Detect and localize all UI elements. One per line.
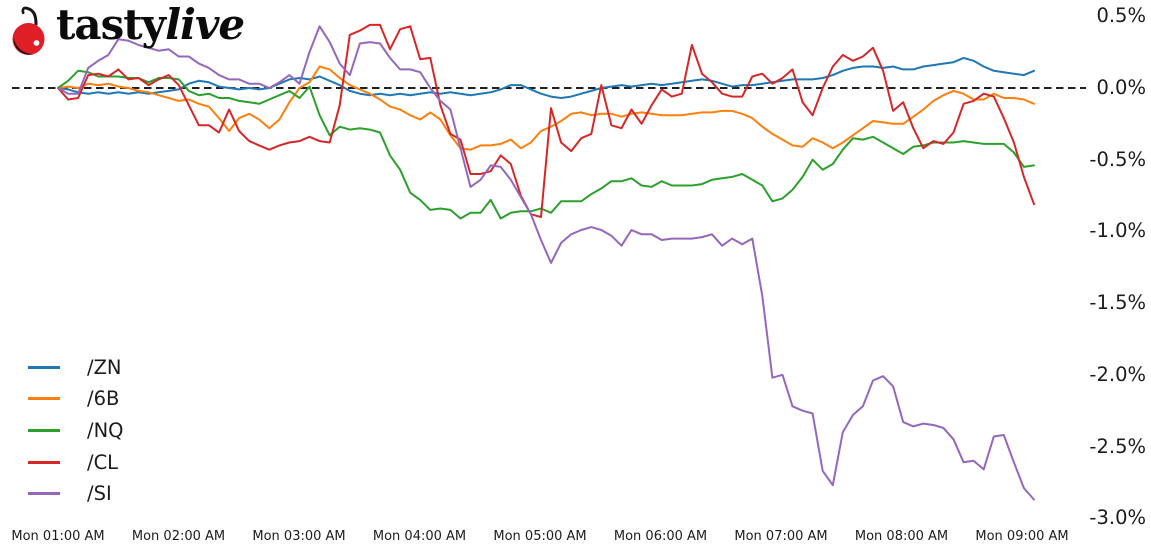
legend-line-swatch xyxy=(28,460,60,464)
logo-text-live: live xyxy=(165,0,245,49)
x-tick-label: Mon 05:00 AM xyxy=(493,529,587,544)
x-tick-label: Mon 07:00 AM xyxy=(734,529,828,544)
legend-label: /6B xyxy=(87,387,120,411)
x-tick-label: Mon 03:00 AM xyxy=(252,529,346,544)
logo-text: tastylive xyxy=(56,0,245,49)
x-tick-label: Mon 02:00 AM xyxy=(131,529,226,544)
series-lines-group xyxy=(57,23,1035,501)
x-tick-label: Mon 04:00 AM xyxy=(372,529,467,544)
legend-line-swatch xyxy=(28,365,60,369)
series-line-si xyxy=(57,25,1035,501)
legend-line-swatch xyxy=(28,492,60,496)
x-tick-label: Mon 01:00 AM xyxy=(11,529,105,544)
legend-item-cl: /CL xyxy=(0,450,118,474)
series-line-6b xyxy=(57,65,1035,151)
cherry-icon xyxy=(12,6,45,55)
legend-item-zn: /ZN xyxy=(0,355,122,379)
logo-text-tasty: tasty xyxy=(56,0,166,49)
legend-label: /NQ xyxy=(87,418,124,442)
legend-item-6b: /6B xyxy=(0,387,119,411)
y-tick-label: 0.0% xyxy=(1096,76,1146,99)
x-tick-label: Mon 06:00 AM xyxy=(613,529,708,544)
legend-item-si: /SI xyxy=(0,482,112,506)
y-tick-label: -2.0% xyxy=(1089,362,1146,386)
legend-label: /CL xyxy=(87,450,119,474)
x-tick-label: Mon 09:00 AM xyxy=(975,529,1069,544)
x-tick-label: Mon 08:00 AM xyxy=(854,529,949,544)
y-tick-label: -0.5% xyxy=(1089,147,1146,171)
y-tick-label: -1.5% xyxy=(1089,291,1146,315)
legend-label: /ZN xyxy=(87,355,122,379)
y-tick-label: -3.0% xyxy=(1089,506,1146,530)
series-line-zn xyxy=(57,56,1035,99)
series-line-cl xyxy=(57,23,1035,219)
y-tick-label: 0.5% xyxy=(1096,4,1146,28)
legend-line-swatch xyxy=(28,397,60,401)
tastylive-logo: tastylive xyxy=(6,0,245,57)
legend-line-swatch xyxy=(28,428,60,432)
legend-item-nq: /NQ xyxy=(0,418,124,442)
y-tick-label: -2.5% xyxy=(1089,434,1146,458)
y-tick-label: -1.0% xyxy=(1089,219,1146,243)
series-line-nq xyxy=(57,69,1035,220)
legend-label: /SI xyxy=(87,482,112,506)
